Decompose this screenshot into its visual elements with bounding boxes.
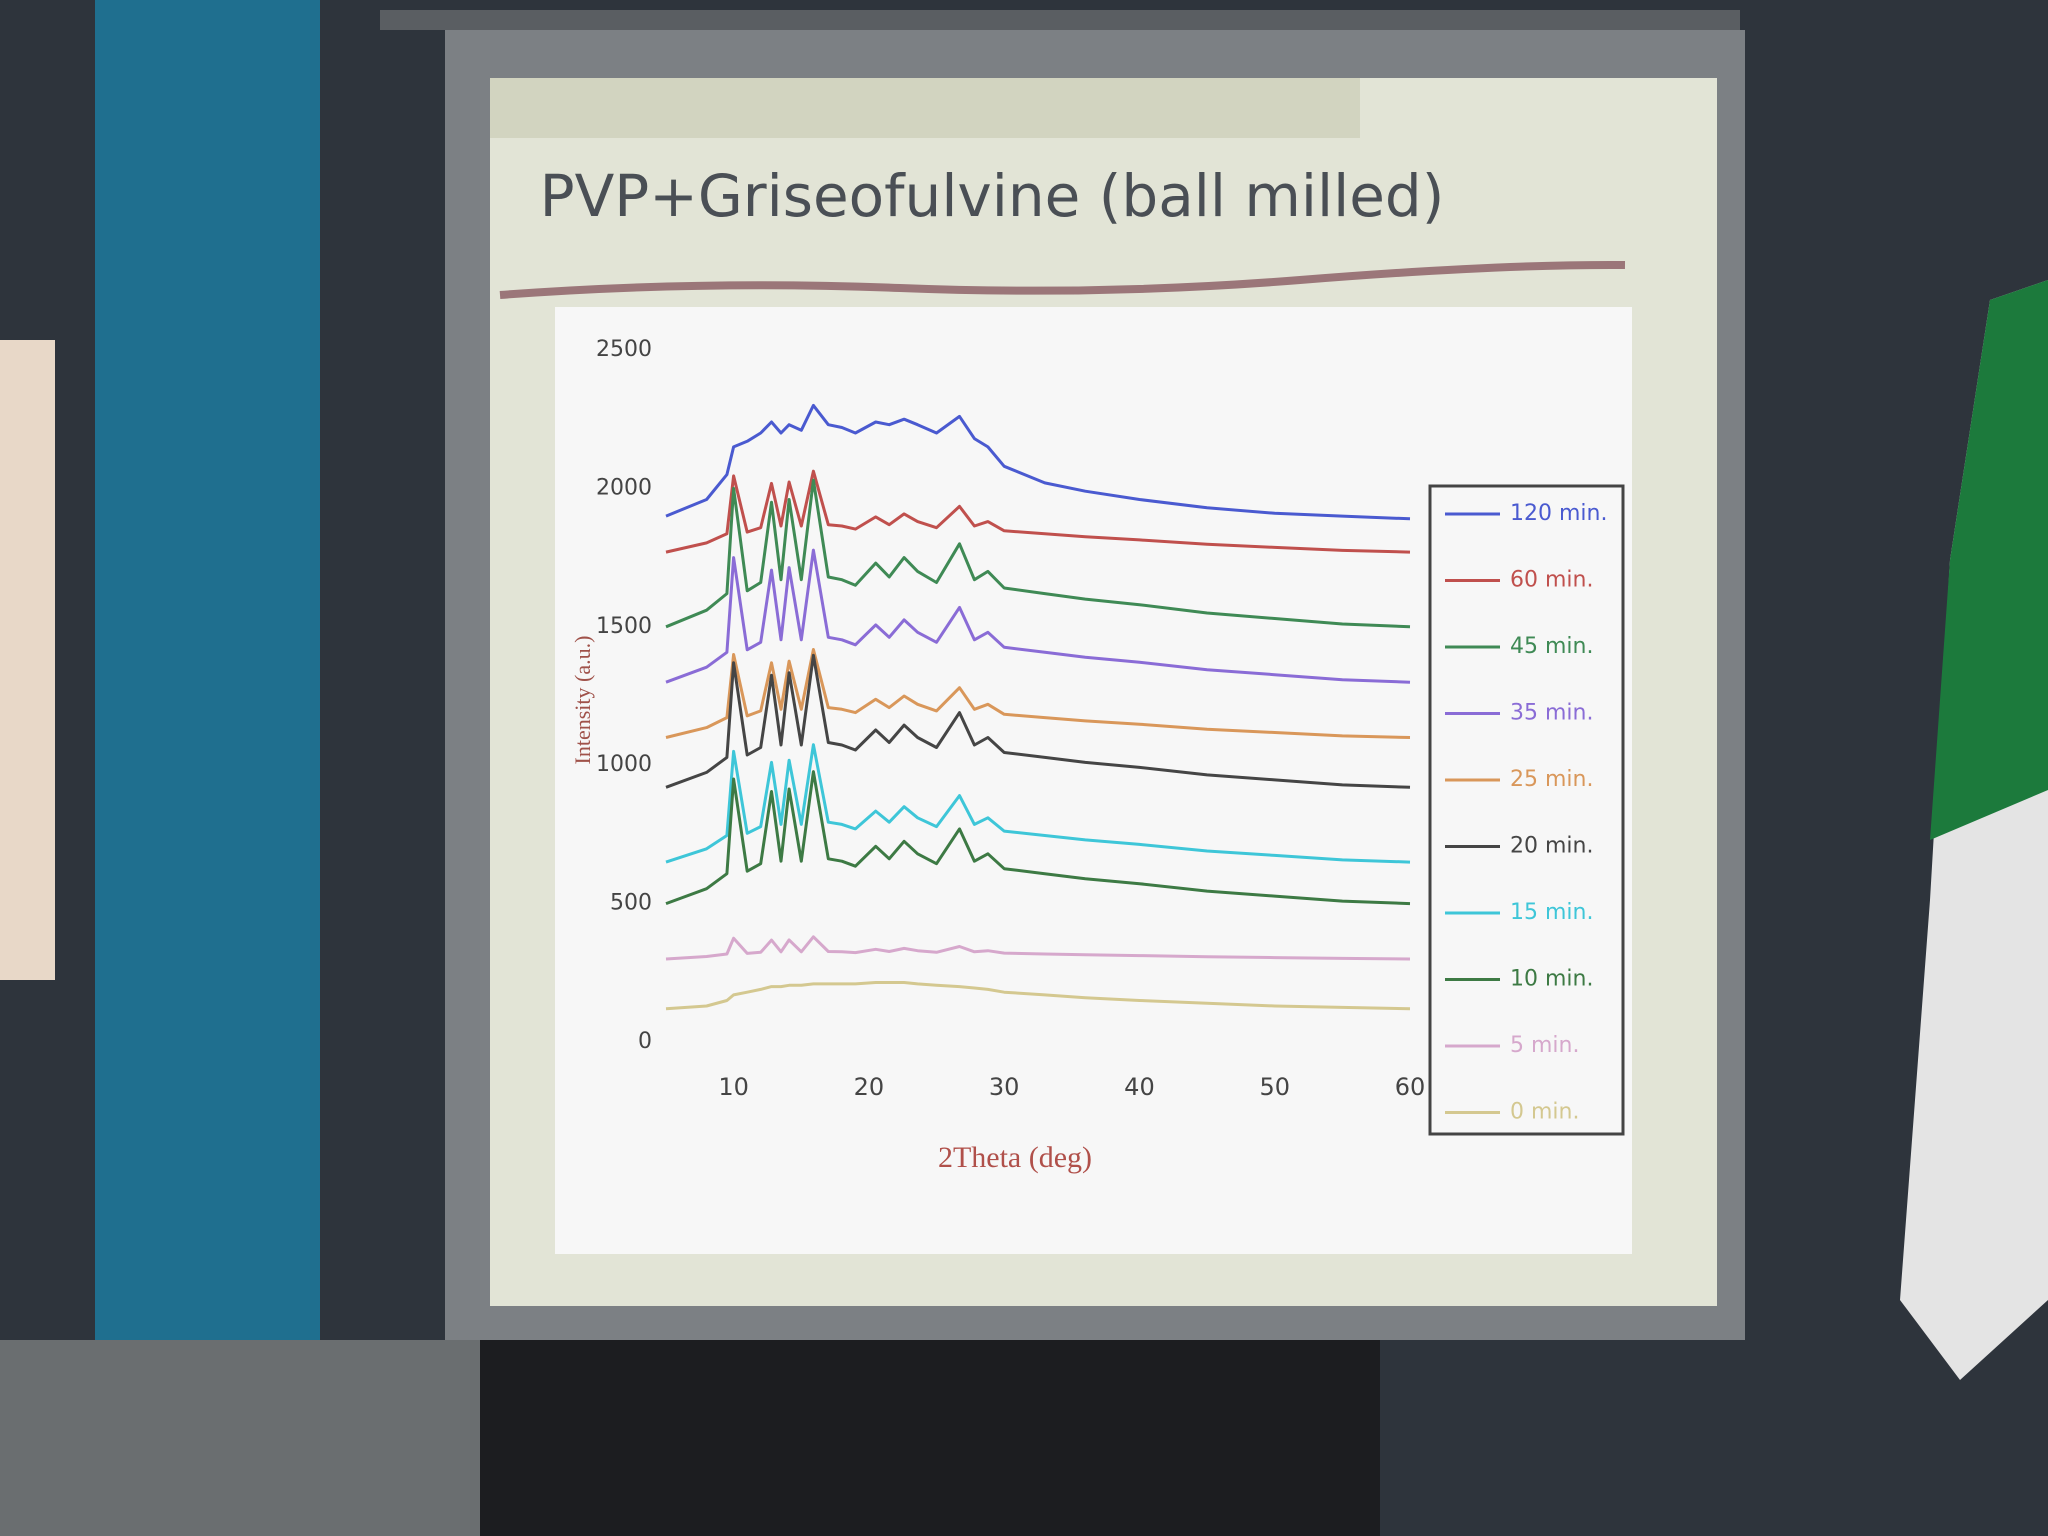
legend-label: 35 min. — [1510, 701, 1593, 726]
slide-band — [490, 78, 1360, 138]
legend-label: 25 min. — [1510, 767, 1593, 792]
x-tick-label: 20 — [854, 1073, 885, 1101]
x-tick-label: 40 — [1124, 1073, 1155, 1101]
pillar — [95, 0, 320, 1350]
series-line — [665, 935, 1411, 961]
y-tick-label: 0 — [638, 1029, 652, 1054]
flag-green — [1930, 280, 2048, 840]
series-line — [665, 548, 1411, 684]
legend-label: 20 min. — [1510, 834, 1593, 859]
legend-label: 15 min. — [1510, 900, 1593, 925]
series-line — [665, 403, 1411, 521]
x-tick-label: 30 — [989, 1073, 1020, 1101]
series-line — [665, 478, 1411, 629]
legend-label: 60 min. — [1510, 568, 1593, 593]
legend-box — [1428, 484, 1625, 1136]
legend-label: 10 min. — [1510, 967, 1593, 992]
legend-label: 120 min. — [1510, 501, 1607, 526]
x-tick-label: 60 — [1395, 1073, 1426, 1101]
window — [0, 340, 55, 980]
x-axis-label: 2Theta (deg) — [938, 1141, 1092, 1174]
legend-label: 5 min. — [1510, 1033, 1579, 1058]
screen-case — [380, 10, 1740, 30]
series-line — [665, 770, 1411, 906]
floor — [0, 1340, 500, 1536]
y-tick-label: 1000 — [596, 752, 652, 777]
legend-label: 45 min. — [1510, 634, 1593, 659]
title-underline — [499, 260, 1626, 299]
y-axis-label: Intensity (a.u.) — [570, 636, 595, 765]
series-line — [665, 648, 1411, 739]
series-line — [665, 743, 1411, 864]
legend-label: 0 min. — [1510, 1100, 1579, 1125]
y-tick-label: 2500 — [596, 337, 652, 362]
x-tick-label: 10 — [718, 1073, 749, 1101]
y-tick-label: 2000 — [596, 475, 652, 500]
series-line — [665, 653, 1411, 789]
series-line — [665, 469, 1411, 554]
y-tick-label: 500 — [610, 891, 652, 916]
x-tick-label: 50 — [1259, 1073, 1290, 1101]
y-tick-label: 1500 — [596, 614, 652, 639]
series-line — [665, 981, 1411, 1011]
plot: 0 500 1000 1500 2000 2500 10 20 30 40 50 60 120 min.… — [596, 337, 1607, 1125]
slide-title: PVP+Griseofulvine (ball milled) — [540, 162, 1445, 230]
